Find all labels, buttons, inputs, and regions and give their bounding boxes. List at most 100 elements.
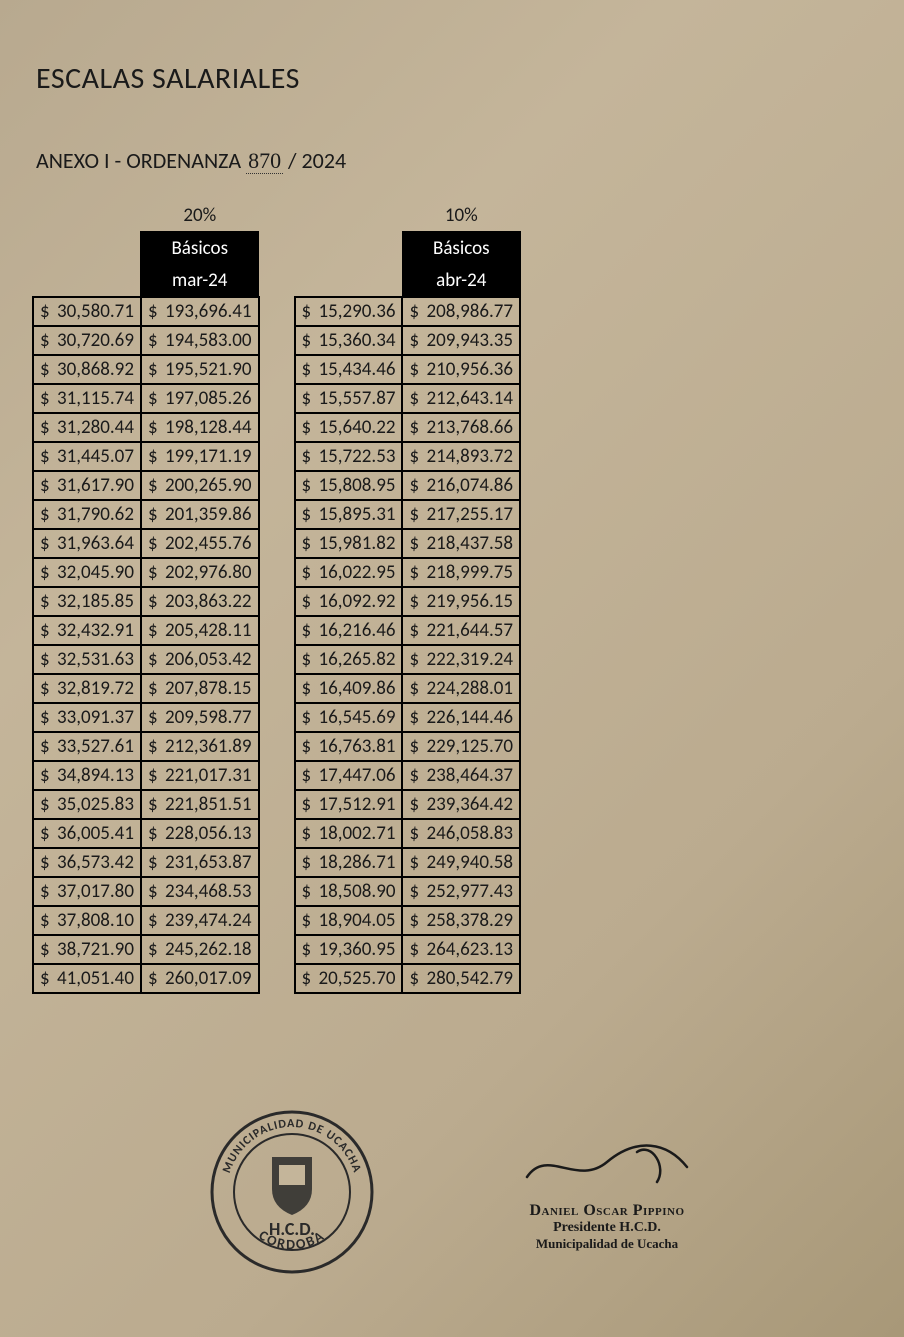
page-title: ESCALAS SALARIALES xyxy=(36,60,874,97)
currency-symbol: $ xyxy=(141,877,165,906)
table-row: $30,868.92$195,521.90$15,434.46$210,956.… xyxy=(33,355,520,384)
cell-value: 194,583.00 xyxy=(165,326,259,355)
salary-table-wrap: 20% 10% Básicos Básicos mar-24 abr-24 $3… xyxy=(32,202,874,994)
cell-value: 252,977.43 xyxy=(426,877,520,906)
cell-value: 31,963.64 xyxy=(57,529,141,558)
currency-symbol: $ xyxy=(141,529,165,558)
currency-symbol: $ xyxy=(33,732,57,761)
currency-symbol: $ xyxy=(295,935,319,964)
cell-value: 218,999.75 xyxy=(426,558,520,587)
cell-value: 238,464.37 xyxy=(426,761,520,790)
cell-value: 258,378.29 xyxy=(426,906,520,935)
currency-symbol: $ xyxy=(402,935,426,964)
subtitle-suffix: / 2024 xyxy=(288,147,346,174)
municipal-seal: MUNICIPALIDAD DE UCACHA CORDOBA H.C.D. xyxy=(207,1107,377,1277)
cell-value: 205,428.11 xyxy=(165,616,259,645)
cell-value: 203,863.22 xyxy=(165,587,259,616)
cell-value: 212,361.89 xyxy=(165,732,259,761)
currency-symbol: $ xyxy=(141,471,165,500)
cell-value: 206,053.42 xyxy=(165,645,259,674)
cell-value: 19,360.95 xyxy=(319,935,403,964)
currency-symbol: $ xyxy=(33,442,57,471)
currency-symbol: $ xyxy=(33,645,57,674)
currency-symbol: $ xyxy=(402,761,426,790)
currency-symbol: $ xyxy=(402,442,426,471)
currency-symbol: $ xyxy=(402,384,426,413)
currency-symbol: $ xyxy=(33,674,57,703)
cell-value: 16,763.81 xyxy=(319,732,403,761)
table-row: $32,045.90$202,976.80$16,022.95$218,999.… xyxy=(33,558,520,587)
cell-value: 234,468.53 xyxy=(165,877,259,906)
currency-symbol: $ xyxy=(402,500,426,529)
currency-symbol: $ xyxy=(295,674,319,703)
currency-symbol: $ xyxy=(141,384,165,413)
table-row: $31,445.07$199,171.19$15,722.53$214,893.… xyxy=(33,442,520,471)
cell-value: 32,045.90 xyxy=(57,558,141,587)
currency-symbol: $ xyxy=(141,848,165,877)
currency-symbol: $ xyxy=(295,500,319,529)
cell-value: 209,943.35 xyxy=(426,326,520,355)
cell-value: 221,017.31 xyxy=(165,761,259,790)
cell-value: 15,981.82 xyxy=(319,529,403,558)
currency-symbol: $ xyxy=(33,326,57,355)
cell-value: 31,617.90 xyxy=(57,471,141,500)
cell-value: 15,290.36 xyxy=(319,297,403,326)
cell-value: 280,542.79 xyxy=(426,964,520,993)
currency-symbol: $ xyxy=(402,848,426,877)
currency-symbol: $ xyxy=(33,906,57,935)
currency-symbol: $ xyxy=(33,819,57,848)
percent-header-row: 20% 10% xyxy=(33,202,520,232)
currency-symbol: $ xyxy=(295,529,319,558)
currency-symbol: $ xyxy=(402,355,426,384)
table-row: $33,091.37$209,598.77$16,545.69$226,144.… xyxy=(33,703,520,732)
cell-value: 15,640.22 xyxy=(319,413,403,442)
header-mar: mar-24 xyxy=(141,265,259,298)
currency-symbol: $ xyxy=(402,964,426,993)
currency-symbol: $ xyxy=(141,587,165,616)
currency-symbol: $ xyxy=(402,790,426,819)
currency-symbol: $ xyxy=(141,732,165,761)
cell-value: 33,527.61 xyxy=(57,732,141,761)
ordinance-number: 870 xyxy=(246,148,283,174)
cell-value: 219,956.15 xyxy=(426,587,520,616)
cell-value: 32,185.85 xyxy=(57,587,141,616)
currency-symbol: $ xyxy=(295,355,319,384)
currency-symbol: $ xyxy=(33,384,57,413)
currency-symbol: $ xyxy=(33,500,57,529)
signatory-org: Municipalidad de Ucacha xyxy=(517,1236,697,1252)
cell-value: 31,445.07 xyxy=(57,442,141,471)
currency-symbol: $ xyxy=(295,790,319,819)
cell-value: 36,573.42 xyxy=(57,848,141,877)
cell-value: 195,521.90 xyxy=(165,355,259,384)
table-row: $34,894.13$221,017.31$17,447.06$238,464.… xyxy=(33,761,520,790)
currency-symbol: $ xyxy=(402,732,426,761)
currency-symbol: $ xyxy=(33,848,57,877)
currency-symbol: $ xyxy=(295,819,319,848)
currency-symbol: $ xyxy=(402,587,426,616)
table-row: $41,051.40$260,017.09$20,525.70$280,542.… xyxy=(33,964,520,993)
cell-value: 212,643.14 xyxy=(426,384,520,413)
currency-symbol: $ xyxy=(295,384,319,413)
currency-symbol: $ xyxy=(295,558,319,587)
currency-symbol: $ xyxy=(295,906,319,935)
cell-value: 18,286.71 xyxy=(319,848,403,877)
cell-value: 41,051.40 xyxy=(57,964,141,993)
cell-value: 210,956.36 xyxy=(426,355,520,384)
cell-value: 31,280.44 xyxy=(57,413,141,442)
subtitle-prefix: ANEXO I - ORDENANZA xyxy=(36,147,246,174)
cell-value: 239,474.24 xyxy=(165,906,259,935)
cell-value: 18,904.05 xyxy=(319,906,403,935)
currency-symbol: $ xyxy=(402,645,426,674)
currency-symbol: $ xyxy=(141,326,165,355)
currency-symbol: $ xyxy=(141,297,165,326)
cell-value: 30,720.69 xyxy=(57,326,141,355)
currency-symbol: $ xyxy=(33,877,57,906)
header-basicos-right: Básicos xyxy=(402,232,520,265)
currency-symbol: $ xyxy=(33,790,57,819)
currency-symbol: $ xyxy=(402,877,426,906)
table-row: $37,808.10$239,474.24$18,904.05$258,378.… xyxy=(33,906,520,935)
currency-symbol: $ xyxy=(402,297,426,326)
currency-symbol: $ xyxy=(33,413,57,442)
cell-value: 15,434.46 xyxy=(319,355,403,384)
cell-value: 217,255.17 xyxy=(426,500,520,529)
